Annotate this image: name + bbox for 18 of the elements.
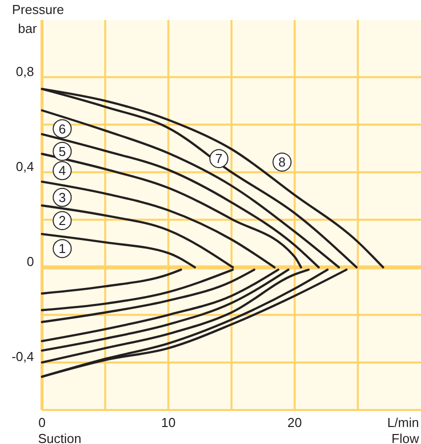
y-tick-label: 0,4 [16, 158, 34, 174]
x-tick-label: 20 [287, 415, 302, 430]
x-tick-label: 0 [38, 415, 46, 430]
legend-label: 5 [58, 144, 66, 159]
y-tick-label: 0,8 [16, 64, 34, 79]
series-label: 8 [278, 154, 286, 170]
series-label: 6 [58, 121, 66, 136]
x-tick-label: 10 [161, 415, 176, 430]
legend-label: 4 [58, 163, 66, 178]
series-label: 7 [215, 151, 222, 166]
legend-label: 3 [58, 190, 66, 205]
y-axis-title: Pressure bar [12, 2, 64, 36]
legend-label: 2 [58, 213, 66, 228]
text: Suction [38, 431, 82, 444]
legend-label: 1 [58, 241, 66, 256]
y-tick-label: 0 [26, 254, 34, 270]
x-axis-title: L/min Flow [387, 415, 420, 444]
y-tick-label: -0,4 [12, 349, 34, 364]
